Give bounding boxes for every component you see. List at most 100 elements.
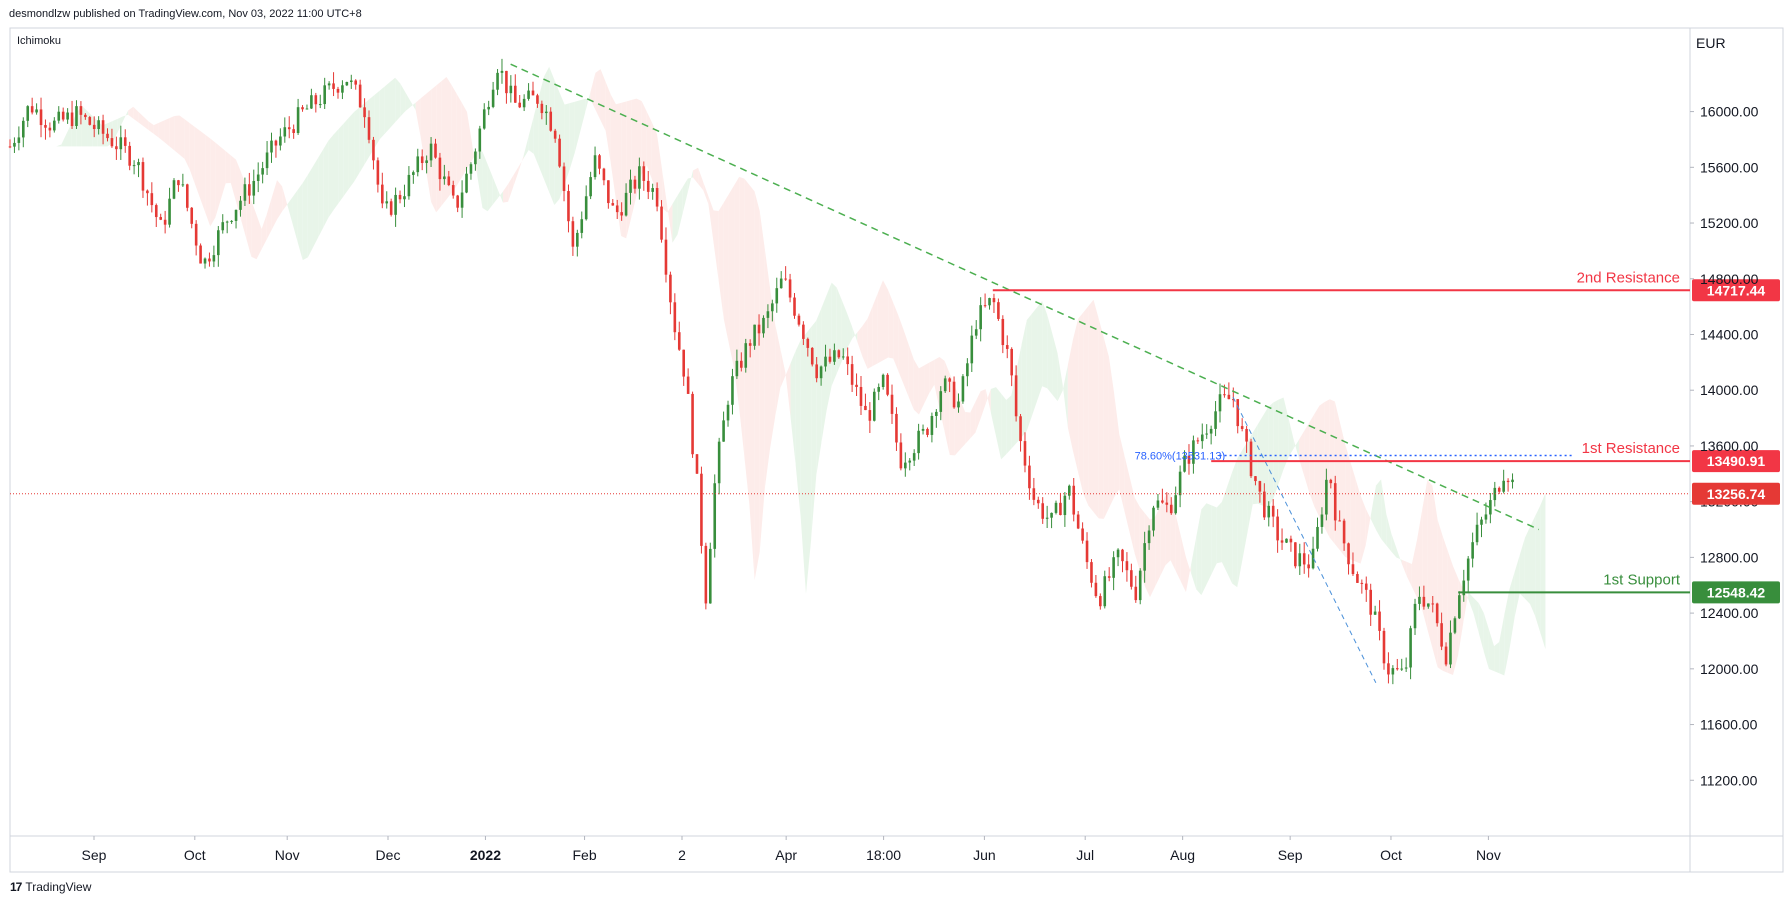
candle-body — [700, 473, 703, 546]
candle-body — [394, 194, 397, 215]
ichimoku-cloud-segment — [569, 101, 575, 170]
ichimoku-cloud-segment — [184, 119, 190, 170]
candle-body — [846, 356, 849, 365]
candle-body — [527, 90, 530, 99]
candle-body — [1178, 471, 1182, 496]
candle-body — [620, 212, 623, 216]
candle-body — [163, 219, 167, 225]
x-tick-label: Jun — [973, 847, 996, 863]
ichimoku-cloud-segment — [1298, 431, 1305, 476]
candle-body — [1294, 542, 1297, 567]
ichimoku-cloud-segment — [852, 326, 858, 342]
ichimoku-cloud-segment — [1078, 312, 1084, 494]
candle-body — [961, 376, 965, 402]
x-tick-label: Feb — [572, 847, 596, 863]
candle-body — [997, 302, 1000, 319]
candle-body — [305, 108, 309, 110]
candle-body — [451, 185, 455, 196]
ichimoku-cloud-segment — [482, 151, 488, 212]
candle-body — [1183, 455, 1186, 472]
resistance-level-label: 1st Resistance — [1582, 440, 1680, 457]
candle-body — [1356, 574, 1359, 583]
candle-body — [1320, 514, 1324, 527]
candle-body — [509, 85, 513, 94]
ichimoku-cloud-segment — [1114, 392, 1120, 498]
ichimoku-cloud-segment — [390, 77, 396, 128]
candle-body — [1271, 505, 1275, 517]
ichimoku-cloud-segment — [795, 339, 801, 520]
ichimoku-cloud-segment — [194, 126, 201, 198]
candle-body — [1014, 375, 1018, 417]
ichimoku-cloud-segment — [1391, 533, 1397, 558]
candle-body — [531, 90, 535, 96]
ichimoku-cloud-segment — [1293, 439, 1299, 459]
candle-body — [939, 391, 943, 412]
candle-body — [1143, 543, 1146, 571]
y-tick-label: 12800.00 — [1700, 549, 1759, 565]
candle-body — [1289, 538, 1293, 543]
candle-body — [270, 140, 273, 153]
ichimoku-cloud-segment — [1057, 353, 1063, 402]
ichimoku-cloud-segment — [1540, 493, 1546, 650]
candle-body — [53, 120, 56, 131]
ichimoku-cloud-segment — [1088, 299, 1094, 513]
ichimoku-cloud-segment — [256, 214, 262, 260]
ichimoku-cloud-segment — [122, 110, 129, 122]
ichimoku-cloud-segment — [1129, 476, 1135, 554]
candle-body — [265, 152, 269, 169]
candle-body — [412, 172, 415, 175]
ichimoku-cloud-segment — [1242, 441, 1248, 560]
x-tick-label: Aug — [1170, 847, 1195, 863]
candle-body — [292, 129, 295, 134]
candle-body — [496, 72, 499, 90]
candle-body — [691, 393, 694, 455]
downtrend-line[interactable] — [510, 63, 1540, 531]
candle-body — [753, 324, 756, 346]
candle-body — [1001, 318, 1005, 346]
candle-body — [447, 176, 451, 186]
candle-body — [771, 303, 774, 312]
candle-body — [21, 120, 25, 138]
candle-body — [474, 151, 477, 165]
ichimoku-cloud-segment — [323, 140, 329, 228]
ichimoku-cloud-segment — [965, 411, 971, 444]
candle-body — [1103, 576, 1107, 607]
candle-body — [1187, 455, 1191, 464]
candle-body — [349, 80, 353, 83]
ichimoku-cloud-segment — [723, 193, 729, 344]
candle-body — [478, 128, 482, 152]
candle-body — [1302, 553, 1306, 565]
candle-body — [296, 107, 300, 134]
candle-body — [1112, 557, 1115, 578]
candle-body — [1338, 520, 1341, 522]
candle-body — [1307, 564, 1310, 569]
candle-body — [217, 230, 220, 256]
ichimoku-cloud-segment — [975, 391, 981, 433]
ichimoku-cloud-segment — [128, 106, 134, 119]
candle-body — [744, 343, 748, 368]
ichimoku-cloud-segment — [816, 308, 822, 476]
ichimoku-cloud-segment — [497, 189, 503, 203]
ichimoku-cloud-segment — [574, 100, 581, 153]
candle-body — [740, 360, 743, 368]
candle-body — [225, 221, 229, 223]
candle-body — [372, 139, 375, 161]
tradingview-logo[interactable]: 17 TradingView — [10, 880, 91, 894]
ichimoku-cloud-segment — [400, 83, 406, 117]
candle-body — [518, 102, 522, 108]
indicator-label[interactable]: Ichimoku — [17, 35, 62, 47]
ichimoku-cloud-segment — [343, 117, 349, 196]
ichimoku-cloud-segment — [277, 180, 283, 220]
candle-body — [580, 219, 584, 233]
ichimoku-cloud-segment — [728, 185, 735, 369]
candle-body — [908, 460, 912, 463]
candle-body — [775, 288, 779, 304]
ichimoku-cloud-segment — [749, 185, 755, 581]
candle-body — [274, 140, 278, 146]
candle-body — [345, 82, 349, 86]
candle-body — [203, 258, 207, 264]
ichimoku-cloud-segment — [1463, 588, 1469, 624]
ichimoku-cloud-segment — [1432, 485, 1438, 668]
candle-body — [1125, 561, 1129, 571]
